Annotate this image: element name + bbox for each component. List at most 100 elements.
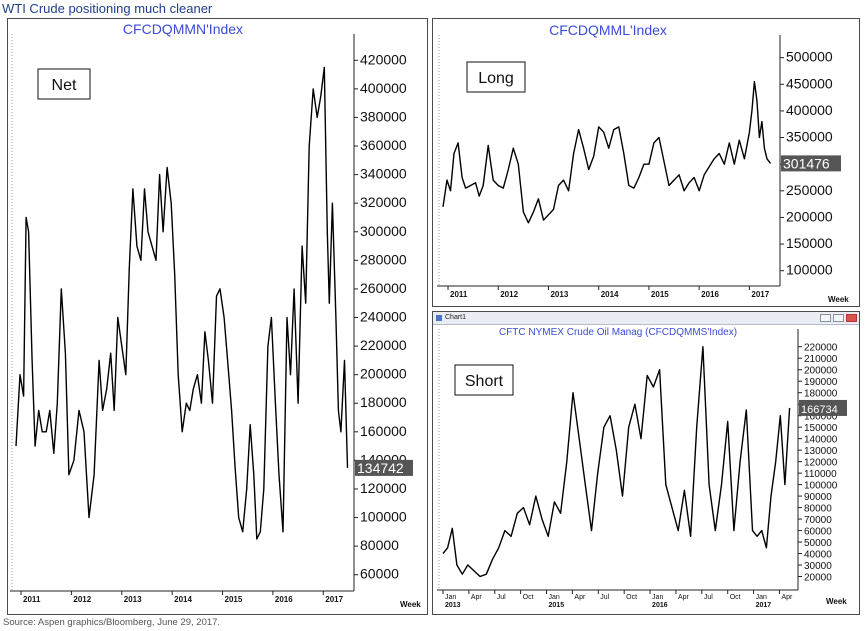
y-tick-label: 70000 [804, 515, 832, 526]
chart-title: CFTC NYMEX Crude Oil Manag (CFCDQMMS'Ind… [499, 327, 737, 338]
x-tick-label: Jul [600, 594, 609, 601]
series-label-box [37, 68, 91, 100]
y-tick-label: 120000 [360, 480, 407, 496]
y-tick-label: 40000 [804, 550, 832, 561]
series-line [442, 346, 791, 578]
y-tick-label: 20000 [804, 573, 832, 584]
y-tick-label: 80000 [360, 537, 399, 553]
y-tick-label: 190000 [804, 377, 838, 388]
y-tick-label: 200000 [804, 366, 838, 377]
x-axis-label: Week [828, 295, 849, 304]
last-value-label: 134742 [357, 460, 404, 476]
x-tick-label: 2014 [601, 290, 619, 299]
x-tick-label: Apr [471, 594, 483, 601]
x-tick-label: 2011 [450, 290, 468, 299]
series-label-box [466, 61, 526, 93]
short-chart: 2000030000400005000060000700008000090000… [437, 327, 847, 609]
minimize-button[interactable] [820, 314, 831, 322]
y-tick-label: 220000 [360, 337, 407, 353]
x-tick-label: Apr [678, 594, 690, 601]
x-tick-label: Apr [574, 594, 586, 601]
page-title: WTI Crude positioning much cleaner [2, 1, 213, 16]
x-tick-label: 2015 [225, 595, 243, 604]
chart-title: CFCDQMMN'Index [123, 21, 243, 37]
x-axis-label: Week [826, 597, 847, 606]
y-tick-label: 60000 [360, 566, 399, 582]
y-tick-label: 320000 [360, 194, 407, 210]
x-year-label: 2016 [652, 602, 668, 609]
y-tick-label: 260000 [360, 280, 407, 296]
x-tick-label: Jan [549, 594, 560, 601]
x-tick-label: Oct [523, 594, 534, 601]
series-label: Net [52, 77, 77, 94]
y-tick-label: 400000 [360, 80, 407, 96]
series-label-box [454, 364, 514, 396]
y-tick-label: 150000 [786, 235, 833, 251]
y-tick-label: 240000 [360, 309, 407, 325]
y-tick-label: 450000 [786, 75, 833, 91]
y-tick-label: 380000 [360, 108, 407, 124]
y-tick-label: 200000 [360, 366, 407, 382]
y-tick-label: 100000 [804, 481, 838, 492]
x-tick-label: 2015 [651, 290, 669, 299]
y-tick-label: 30000 [804, 561, 832, 572]
net-chart: 6000080000100000120000140000160000180000… [10, 21, 421, 609]
x-tick-label: 2017 [751, 290, 769, 299]
last-value-label: 166734 [801, 404, 838, 416]
x-tick-label: Apr [781, 594, 793, 601]
y-tick-label: 130000 [804, 446, 838, 457]
y-tick-label: 500000 [786, 49, 833, 65]
x-tick-label: Jan [652, 594, 663, 601]
y-tick-label: 100000 [360, 509, 407, 525]
y-tick-label: 50000 [804, 538, 832, 549]
y-tick-label: 420000 [360, 51, 407, 67]
x-tick-label: Jul [497, 594, 506, 601]
maximize-button[interactable] [833, 314, 844, 322]
last-value-badge [781, 155, 841, 172]
y-tick-label: 150000 [804, 423, 838, 434]
y-tick-label: 100000 [786, 262, 833, 278]
last-value-badge [799, 399, 847, 416]
source-note: Source: Aspen graphics/Bloomberg, June 2… [3, 617, 221, 628]
x-tick-label: Jul [704, 594, 713, 601]
x-tick-label: 2013 [550, 290, 568, 299]
x-tick-label: 2016 [275, 595, 293, 604]
y-tick-label: 110000 [804, 469, 837, 480]
y-tick-label: 210000 [804, 354, 838, 365]
series-line [15, 66, 349, 540]
series-label: Short [465, 373, 504, 390]
y-tick-label: 300000 [360, 223, 407, 239]
chart-title: CFCDQMML'Index [549, 22, 667, 38]
close-button[interactable] [846, 314, 857, 322]
y-tick-label: 80000 [804, 504, 832, 515]
y-tick-label: 160000 [360, 423, 407, 439]
window-titlebar[interactable]: Chart1 [433, 312, 859, 325]
long-chart-panel: 1000001500002000002500003000003500004000… [432, 18, 860, 307]
y-tick-label: 200000 [786, 208, 833, 224]
x-tick-label: 2012 [73, 595, 91, 604]
x-tick-label: 2011 [23, 595, 41, 604]
y-tick-label: 60000 [804, 527, 832, 538]
y-tick-label: 280000 [360, 251, 407, 267]
series-line [442, 80, 772, 224]
x-tick-label: 2017 [325, 595, 343, 604]
x-tick-label: 2014 [174, 595, 192, 604]
net-chart-panel: 60000 80000 100000 120000 140000 160000 180000… [7, 18, 428, 615]
y-tick-label: 180000 [360, 394, 407, 410]
x-tick-label: Oct [626, 594, 637, 601]
y-tick-label: 180000 [804, 389, 838, 400]
x-axis-label: Week [400, 600, 421, 609]
x-year-label: 2017 [756, 602, 772, 609]
x-tick-label: 2016 [701, 290, 719, 299]
y-tick-label: 140000 [804, 435, 838, 446]
y-tick-label: 400000 [786, 102, 833, 118]
y-tick-label: 90000 [804, 492, 832, 503]
y-tick-label: 120000 [804, 458, 838, 469]
x-year-label: 2013 [445, 602, 461, 609]
x-tick-label: Jan [756, 594, 767, 601]
y-tick-label: 350000 [786, 129, 833, 145]
x-year-label: 2015 [549, 602, 565, 609]
short-chart-window: Chart1 20000 30000 40000 50000 60000 70000 800… [432, 311, 860, 615]
x-tick-label: Oct [730, 594, 741, 601]
y-tick-label: 340000 [360, 166, 407, 182]
